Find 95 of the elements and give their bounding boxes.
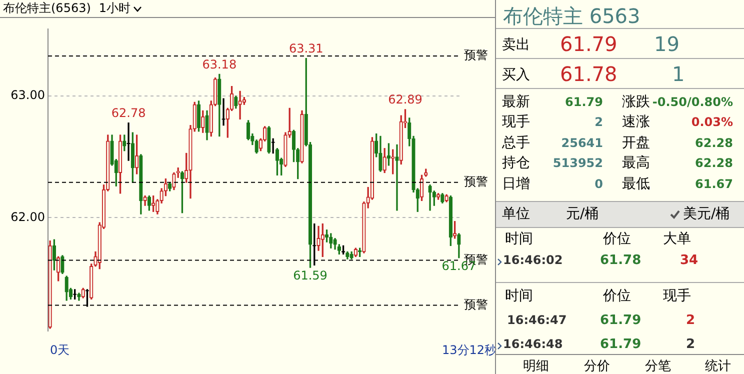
text: 日增 — [502, 175, 530, 193]
text: 开盘 — [622, 134, 650, 152]
text: 62.28 — [695, 136, 733, 150]
text: 单位 — [502, 205, 530, 223]
candlestick — [395, 144, 399, 211]
text: 0 — [594, 177, 603, 191]
text: 16:46:02 — [503, 253, 563, 267]
candlestick — [60, 255, 64, 274]
text: 价位 — [603, 230, 631, 248]
annotation: 61.59 — [293, 268, 328, 283]
text: 布伦特主 6563 — [503, 3, 640, 30]
text: 19 — [654, 32, 680, 56]
candlestick — [391, 149, 395, 174]
text: 1 — [672, 62, 685, 86]
text: 卖出 — [502, 36, 530, 54]
annotation: 62.78 — [111, 106, 146, 120]
candlestick — [452, 221, 457, 239]
candlestick — [143, 195, 147, 206]
candlestick — [222, 98, 226, 126]
candlestick — [320, 223, 324, 257]
text: 统计 — [705, 358, 731, 374]
text: 61.67 — [695, 177, 733, 191]
candlestick — [448, 195, 453, 246]
candlestick — [172, 172, 176, 190]
chart-subtitle: 1小时 — [98, 0, 131, 17]
candlestick — [382, 148, 386, 174]
candlestick — [333, 238, 337, 250]
text: 元/桶 — [566, 205, 599, 223]
text: 现手 — [502, 113, 530, 131]
candlestick — [316, 226, 320, 251]
candlestick — [205, 110, 209, 140]
candlestick — [267, 126, 271, 154]
text: 总手 — [502, 134, 530, 152]
text: 2 — [686, 313, 696, 328]
text: 61.79 — [560, 32, 618, 56]
y-tick-label: 63.00 — [10, 88, 45, 102]
text: 最新 — [502, 93, 530, 111]
annotation: 63.18 — [202, 57, 237, 72]
text: 时间 — [505, 287, 533, 305]
candlestick — [238, 90, 242, 120]
text: -0.50/0.80% — [652, 95, 733, 109]
candlestick — [444, 194, 448, 202]
text: 分笔 — [645, 358, 671, 374]
annotation: 62.89 — [388, 92, 422, 107]
text: 61.79 — [565, 95, 603, 109]
candlestick — [378, 136, 382, 172]
candlestick — [300, 110, 304, 164]
candlestick — [168, 182, 172, 192]
candlestick — [81, 288, 85, 298]
annotation: 63.31 — [288, 42, 324, 56]
text: 持仓 — [502, 154, 530, 172]
text: 34 — [680, 253, 698, 268]
candlestick — [284, 132, 288, 167]
text: 2 — [686, 337, 696, 352]
text: 美元/桶 — [683, 205, 730, 223]
text: 分价 — [584, 358, 610, 374]
chart-title: 布伦特主(6563) — [3, 0, 91, 17]
text: 0.03% — [691, 115, 733, 129]
candlestick — [126, 122, 130, 161]
text: 速涨 — [622, 113, 650, 131]
candlestick — [428, 184, 432, 211]
ref-line-label: 预警 — [464, 297, 488, 312]
candlestick — [139, 154, 143, 214]
text: 时间 — [505, 230, 533, 248]
text: 大单 — [663, 230, 691, 248]
text: 16:46:48 — [503, 337, 563, 351]
text: 现手 — [663, 287, 691, 305]
candlestick — [48, 240, 52, 329]
text: 61.79 — [600, 313, 642, 328]
text: 513952 — [552, 156, 603, 170]
text: 16:46:47 — [507, 313, 567, 327]
text: 62.28 — [695, 156, 733, 170]
candlestick — [346, 251, 350, 260]
text: 价位 — [603, 287, 631, 305]
text: 最高 — [622, 154, 650, 172]
text: 买入 — [502, 66, 530, 84]
text: 0天 — [50, 342, 70, 359]
text: 25641 — [561, 136, 603, 150]
text: 最低 — [622, 175, 650, 193]
ref-line-label: 预警 — [464, 48, 488, 62]
text: 涨跌 — [622, 93, 650, 111]
candlestick — [350, 251, 354, 260]
ref-line-label: 预警 — [464, 174, 488, 189]
candlestick — [130, 132, 134, 183]
y-tick-label: 62.00 — [10, 210, 45, 224]
candlestick — [147, 195, 152, 211]
candlestick — [77, 292, 81, 301]
candlestick — [122, 134, 126, 152]
candlestick — [399, 115, 403, 165]
text: 61.78 — [600, 253, 642, 268]
text: 明细 — [523, 358, 549, 374]
text: 61.79 — [600, 337, 642, 352]
candlestick — [118, 134, 122, 194]
text: 2 — [594, 115, 603, 129]
text: 61.78 — [560, 62, 618, 86]
